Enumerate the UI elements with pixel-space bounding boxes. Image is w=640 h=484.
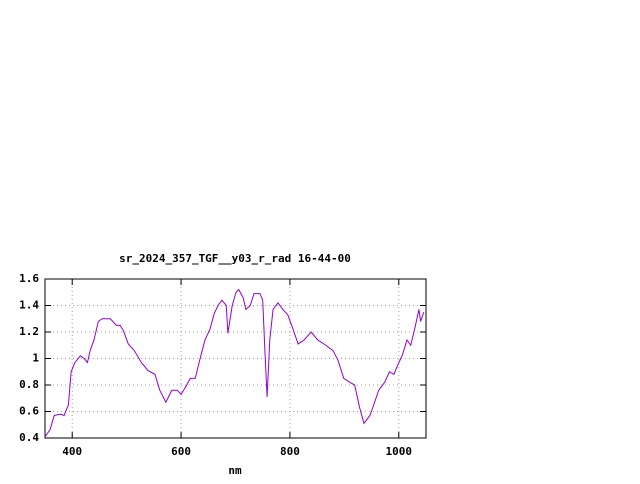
y-tick-label: 0.4 [19,431,39,444]
y-tick-label: 1.6 [19,272,39,285]
x-axis-label: nm [228,464,242,477]
chart-title: sr_2024_357_TGF__y03_r_rad 16-44-00 [119,252,351,265]
y-tick-label: 0.8 [19,378,39,391]
y-tick-label: 1 [32,352,39,365]
x-tick-label: 1000 [386,445,413,458]
y-tick-label: 0.6 [19,405,39,418]
data-line [44,288,425,437]
x-tick-label: 600 [171,445,191,458]
y-tick-label: 1.2 [19,325,39,338]
plot-border [44,278,427,439]
y-tick-label: 1.4 [19,299,39,312]
x-tick-label: 400 [62,445,82,458]
x-tick-label: 800 [280,445,300,458]
